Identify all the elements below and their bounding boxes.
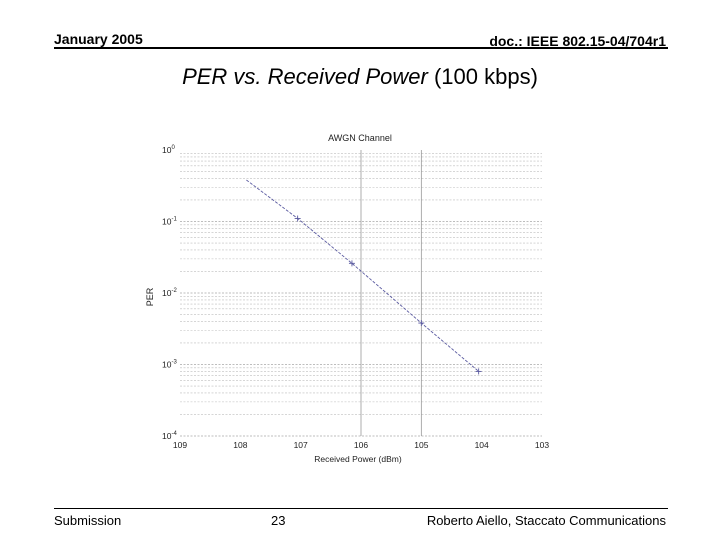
x-tick-label: 103 xyxy=(535,440,549,450)
x-tick-label: 106 xyxy=(354,440,368,450)
slide-title-rest: (100 kbps) xyxy=(427,64,538,89)
x-tick-label: 107 xyxy=(294,440,308,450)
x-tick-label: 104 xyxy=(475,440,489,450)
slide-title-italic: PER vs. Received Power xyxy=(182,64,428,89)
y-tick-label: 10-1 xyxy=(162,217,177,227)
slide-title: PER vs. Received Power (100 kbps) xyxy=(0,64,720,90)
chart-title: AWGN Channel xyxy=(328,133,392,143)
y-tick-label: 100 xyxy=(162,145,175,155)
footer-author: Roberto Aiello, Staccato Communications xyxy=(426,513,666,528)
y-tick-label: 10-3 xyxy=(162,360,177,370)
x-tick-label: 108 xyxy=(233,440,247,450)
header-date: January 2005 xyxy=(54,31,143,47)
header-rule xyxy=(54,47,668,49)
x-tick-label: 109 xyxy=(173,440,187,450)
data-point xyxy=(348,260,355,267)
data-point xyxy=(294,215,301,222)
data-point xyxy=(418,320,425,327)
x-axis-label: Received Power (dBm) xyxy=(314,454,402,464)
footer-rule xyxy=(54,508,668,509)
header-doc-id: doc.: IEEE 802.15-04/704r1 xyxy=(489,33,666,49)
x-tick-label: 105 xyxy=(414,440,428,450)
y-axis-label: PER xyxy=(145,287,155,306)
y-tick-label: 10-4 xyxy=(162,431,177,441)
footer-submission: Submission xyxy=(54,513,122,528)
y-tick-label: 10-2 xyxy=(162,288,177,298)
series-line xyxy=(246,179,479,372)
data-point xyxy=(475,368,482,375)
footer-page-number: 23 xyxy=(271,513,286,528)
